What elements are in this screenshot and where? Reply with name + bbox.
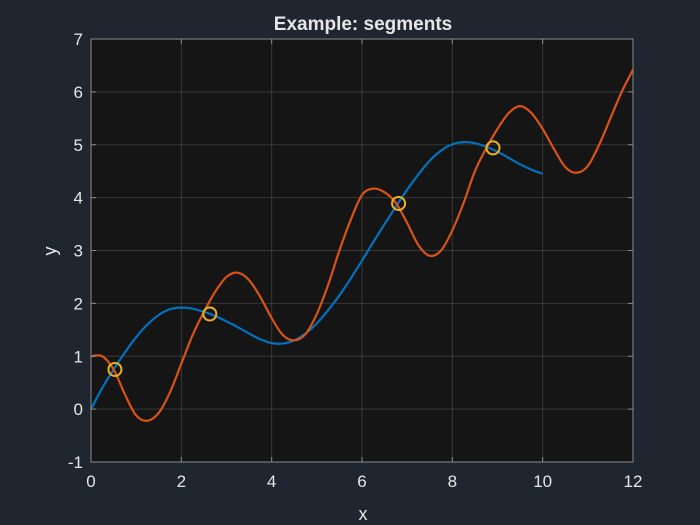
intersection-marker: [202, 306, 218, 322]
chart-title: Example: segments: [274, 14, 452, 35]
x-axis: 0 2 4 6 8 10 12: [86, 39, 642, 491]
series-line-1: [90, 140, 544, 410]
intersection-marker: [391, 195, 407, 211]
x-tick-label: 4: [267, 472, 276, 491]
y-axis: -1 0 1 2 3 4 5 6 7: [68, 30, 633, 472]
intersection-marker: [107, 361, 123, 377]
intersection-markers: [107, 140, 501, 377]
y-tick-label: -1: [68, 453, 83, 472]
y-tick-label: 4: [74, 189, 83, 208]
y-tick-label: 1: [74, 347, 83, 366]
x-tick-label: 6: [357, 472, 366, 491]
plot-area: [91, 39, 633, 462]
x-tick-label: 10: [533, 472, 552, 491]
y-tick-label: 2: [74, 294, 83, 313]
x-tick-label: 0: [86, 472, 95, 491]
series-line-2: [90, 69, 634, 422]
y-tick-label: 0: [74, 400, 83, 419]
x-tick-label: 2: [177, 472, 186, 491]
y-axis-label: y: [40, 247, 60, 256]
x-tick-label: 12: [624, 472, 643, 491]
y-tick-label: 6: [74, 83, 83, 102]
y-tick-label: 3: [74, 242, 83, 261]
x-tick-label: 8: [448, 472, 457, 491]
x-axis-label: x: [359, 504, 368, 524]
series-layer: [90, 69, 634, 422]
intersection-marker: [485, 140, 501, 156]
y-tick-label: 5: [74, 136, 83, 155]
y-tick-label: 7: [74, 30, 83, 49]
